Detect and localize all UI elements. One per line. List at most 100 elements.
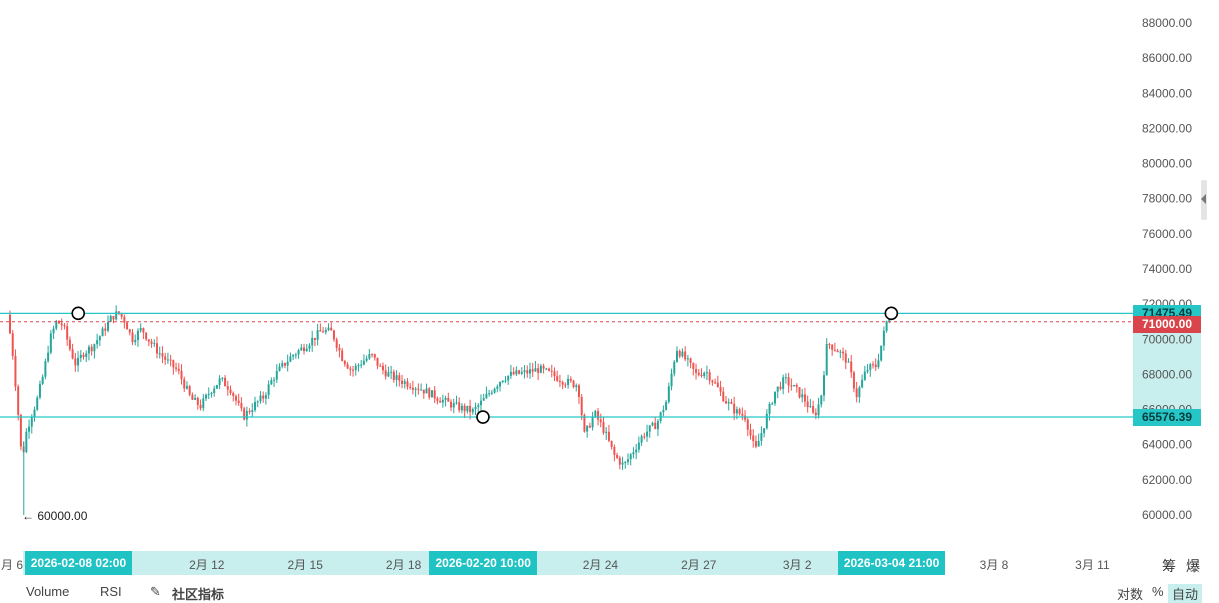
candle-body: [365, 358, 368, 361]
candle-body: [360, 364, 363, 366]
candle-body: [803, 394, 806, 402]
candle-body: [191, 394, 194, 400]
candle-body: [11, 333, 14, 356]
candle-body: [561, 382, 564, 385]
candle-body: [882, 330, 885, 346]
candle-body: [727, 402, 730, 404]
candle-body: [831, 344, 834, 350]
candle-body: [833, 349, 836, 351]
candle-body: [485, 393, 488, 399]
candle-body: [474, 406, 477, 409]
candle-body: [117, 311, 120, 314]
candle-body: [760, 433, 763, 441]
candle-body: [112, 315, 115, 320]
candle-body: [134, 340, 137, 343]
lower-level-tag: 65576.39: [1133, 409, 1201, 426]
candle-body: [77, 357, 80, 366]
candle-body: [262, 395, 265, 399]
candle-body: [586, 425, 589, 432]
candle-body: [283, 362, 286, 366]
candle-body: [313, 337, 316, 340]
candle-body: [14, 355, 17, 387]
candles: [9, 305, 891, 515]
candle-body: [362, 360, 365, 365]
candle-body: [575, 385, 578, 388]
candle-body: [670, 373, 673, 387]
candle-body: [322, 331, 325, 333]
candle-body: [752, 435, 755, 442]
candle-body: [392, 371, 395, 381]
candle-body: [303, 347, 306, 352]
candle-body: [626, 459, 629, 462]
candle-body: [711, 380, 714, 383]
candle-body: [436, 398, 439, 401]
rsi-tab[interactable]: RSI: [100, 584, 122, 599]
candle-body: [115, 311, 118, 320]
chip-button[interactable]: 筹: [1162, 558, 1176, 574]
candle-body: [591, 416, 594, 428]
candle-body: [733, 403, 736, 414]
candle-body: [787, 377, 790, 386]
candle-body: [594, 411, 597, 417]
candle-body: [452, 403, 455, 408]
candle-body: [793, 385, 796, 387]
candle-body: [885, 321, 888, 331]
candle-body: [779, 386, 782, 389]
candle-body: [411, 387, 414, 390]
candle-body: [172, 360, 175, 368]
candle-body: [820, 395, 823, 405]
x-tick-label: 2月 24: [582, 558, 619, 572]
candle-body: [643, 436, 646, 438]
candle-body: [844, 353, 847, 363]
candle-body: [338, 347, 341, 351]
candle-body: [439, 400, 442, 403]
candle-body: [654, 422, 657, 430]
candle-body: [515, 370, 518, 375]
candle-body: [616, 454, 619, 458]
candle-body: [156, 343, 159, 354]
candle-body: [387, 372, 390, 377]
candle-body: [746, 419, 749, 430]
liquidation-button[interactable]: 爆: [1186, 558, 1200, 574]
candle-body: [245, 410, 248, 420]
current-price-tag: 71000.00: [1133, 316, 1201, 333]
scroll-handle[interactable]: [1201, 180, 1207, 220]
candle-body: [703, 372, 706, 376]
candle-body: [537, 368, 540, 373]
candle-body: [447, 397, 450, 402]
candle-body: [567, 378, 570, 385]
candle-body: [599, 419, 602, 423]
log-scale-toggle[interactable]: 对数: [1117, 587, 1144, 602]
markers: [71, 306, 899, 424]
candle-body: [123, 316, 126, 323]
candle-body: [414, 388, 417, 390]
candle-body: [744, 415, 747, 420]
candle-body: [343, 360, 346, 365]
candle-body: [863, 371, 866, 380]
candle-body: [384, 370, 387, 377]
candle-body: [822, 375, 825, 396]
volume-tab[interactable]: Volume: [26, 584, 70, 599]
edit-icon[interactable]: ✎: [150, 584, 161, 599]
auto-scale-toggle[interactable]: 自动: [1168, 584, 1203, 603]
y-tick-label: 74000.00: [1142, 262, 1192, 276]
community-indicators-tab[interactable]: 社区指标: [172, 587, 225, 602]
y-tick-label: 80000.00: [1142, 157, 1192, 171]
candle-body: [63, 325, 66, 327]
percent-scale-toggle[interactable]: %: [1152, 584, 1164, 599]
candle-body: [651, 422, 654, 426]
candle-body: [637, 442, 640, 450]
candle-body: [41, 376, 44, 384]
candle-body: [705, 372, 708, 374]
candle-body: [852, 372, 855, 389]
candle-body: [406, 381, 409, 387]
candle-body: [757, 440, 760, 447]
candle-body: [548, 368, 551, 371]
candle-body: [665, 401, 668, 411]
candle-body: [724, 401, 727, 404]
candle-body: [520, 371, 523, 374]
anchor-marker: [476, 410, 490, 424]
candle-body: [880, 345, 883, 361]
